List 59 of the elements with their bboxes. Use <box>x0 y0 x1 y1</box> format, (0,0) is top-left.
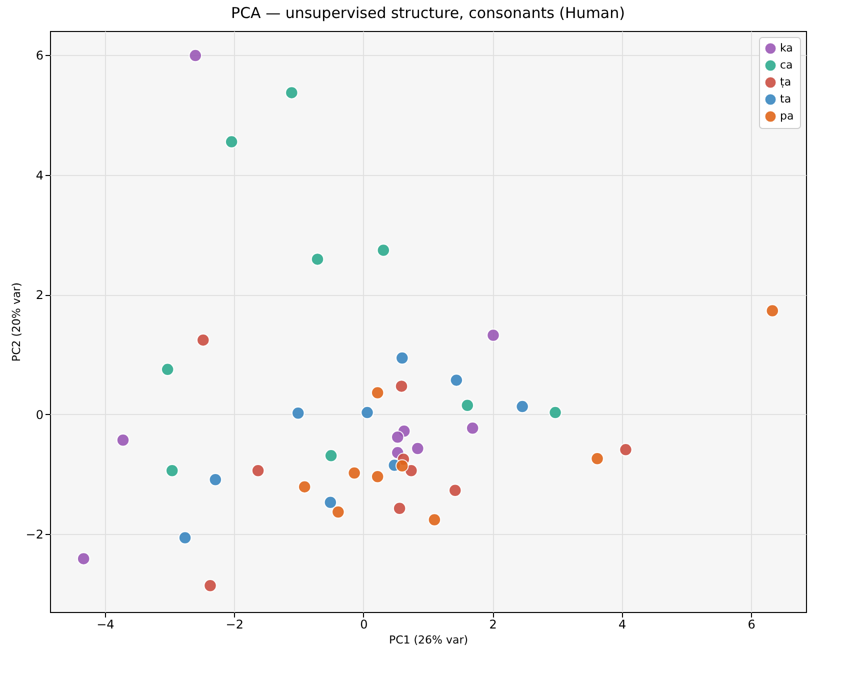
point <box>348 466 361 480</box>
point <box>292 406 305 420</box>
y-tick-label: 6 <box>36 48 44 62</box>
legend-label: ca <box>780 58 793 72</box>
y-tick-label: 2 <box>36 288 44 302</box>
y-tick-label: −2 <box>26 528 44 542</box>
point <box>76 552 90 566</box>
x-tick-label: −2 <box>226 618 244 632</box>
point <box>376 244 390 257</box>
point <box>188 48 202 62</box>
point <box>516 400 529 414</box>
point <box>619 443 632 456</box>
point <box>251 464 265 478</box>
point <box>166 464 179 478</box>
point <box>392 502 406 515</box>
point <box>208 473 222 486</box>
x-axis-title: PC1 (26% var) <box>388 634 468 646</box>
point <box>285 86 298 100</box>
point <box>548 406 562 420</box>
point <box>204 579 217 592</box>
legend-label: ṭa <box>780 76 792 88</box>
legend-label: pa <box>780 110 794 122</box>
point <box>448 484 462 498</box>
point <box>590 452 604 466</box>
point <box>391 430 404 444</box>
x-tick-label: 4 <box>618 618 626 632</box>
point <box>196 333 210 347</box>
chart-title: PCA — unsupervised structure, consonants (Human) <box>231 4 625 22</box>
point <box>411 442 424 456</box>
point <box>160 362 174 376</box>
x-tick-label: 0 <box>360 618 368 632</box>
point <box>298 480 312 494</box>
point <box>360 406 374 420</box>
point <box>116 433 130 447</box>
point <box>224 135 238 148</box>
point <box>450 374 464 387</box>
point <box>396 351 409 365</box>
x-tick-label: −4 <box>96 618 114 632</box>
point <box>396 459 409 472</box>
x-tick-label: 6 <box>748 618 756 632</box>
point <box>370 470 384 484</box>
point <box>332 505 345 519</box>
point <box>324 449 338 462</box>
point <box>370 386 384 400</box>
x-tick-label: 2 <box>489 618 497 632</box>
point <box>178 531 192 544</box>
point <box>486 328 500 342</box>
y-tick-label: 0 <box>36 408 44 422</box>
point <box>460 398 474 412</box>
legend-label: ka <box>780 42 793 54</box>
point <box>766 304 780 318</box>
point <box>394 380 408 393</box>
point <box>324 496 338 509</box>
point <box>466 422 480 435</box>
point <box>428 513 442 526</box>
y-tick-label: 4 <box>36 168 44 182</box>
y-axis-title: PC2 (20% var) <box>10 282 23 362</box>
point <box>310 252 324 266</box>
legend-label: ta <box>780 92 792 106</box>
